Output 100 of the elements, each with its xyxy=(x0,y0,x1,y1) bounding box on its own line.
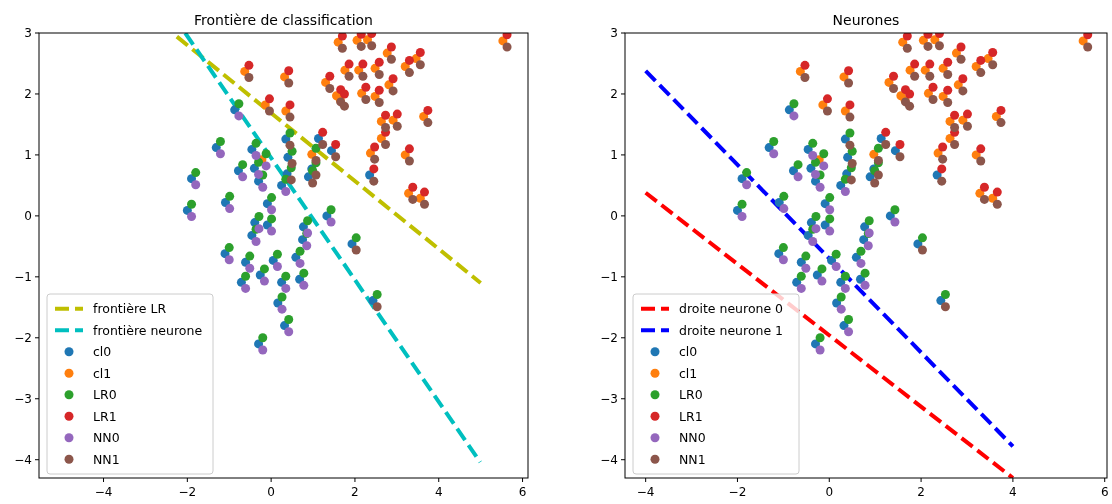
point xyxy=(928,94,938,104)
point xyxy=(962,109,972,119)
point xyxy=(337,33,347,41)
point xyxy=(420,199,429,209)
point xyxy=(267,193,277,203)
y-tick-label: −1 xyxy=(600,269,618,284)
point xyxy=(361,82,371,92)
y-tick-label: −1 xyxy=(14,269,32,284)
point xyxy=(856,258,866,268)
legend-label: LR1 xyxy=(679,408,703,424)
point xyxy=(845,140,855,150)
point xyxy=(825,226,835,236)
point xyxy=(976,68,986,78)
y-tick-label: 0 xyxy=(610,208,618,223)
point xyxy=(238,172,248,182)
point xyxy=(840,186,850,196)
point xyxy=(299,280,309,290)
point xyxy=(339,101,349,111)
point xyxy=(251,138,261,148)
point xyxy=(258,182,268,192)
point xyxy=(940,290,950,300)
point xyxy=(817,264,827,274)
point xyxy=(737,211,747,221)
point xyxy=(988,48,998,58)
point xyxy=(386,42,396,52)
x-tick-label: −2 xyxy=(728,485,747,499)
y-tick-label: 3 xyxy=(24,26,32,40)
point xyxy=(801,263,811,273)
point xyxy=(845,128,855,138)
point xyxy=(937,176,947,186)
point xyxy=(344,71,354,81)
point xyxy=(404,55,414,65)
point xyxy=(277,304,287,314)
point xyxy=(259,264,269,274)
point xyxy=(215,149,225,159)
point xyxy=(800,73,810,82)
point xyxy=(372,290,382,300)
x-tick-label: 2 xyxy=(351,485,359,499)
y-tick-label: −4 xyxy=(600,452,618,467)
point xyxy=(831,261,841,271)
point xyxy=(258,345,268,355)
point xyxy=(988,60,998,70)
point xyxy=(950,140,960,150)
legend-label: droite neurone 0 xyxy=(679,301,784,317)
point xyxy=(267,226,277,236)
legend-label: NN1 xyxy=(93,451,120,467)
point xyxy=(925,59,935,69)
point xyxy=(793,160,803,170)
point xyxy=(351,245,361,255)
point xyxy=(374,85,384,95)
point xyxy=(408,194,418,204)
point xyxy=(796,283,806,293)
point xyxy=(372,302,382,312)
point xyxy=(261,161,271,171)
x-tick-label: 0 xyxy=(825,485,834,499)
point xyxy=(789,111,799,121)
point xyxy=(825,205,835,215)
point xyxy=(895,140,905,150)
point xyxy=(381,122,391,132)
point xyxy=(318,127,328,137)
point xyxy=(388,86,398,96)
point xyxy=(822,94,832,104)
point xyxy=(234,99,244,109)
legend-label: cl1 xyxy=(679,365,698,381)
point xyxy=(847,158,857,168)
point xyxy=(370,154,380,164)
point xyxy=(811,211,821,221)
point xyxy=(245,263,255,273)
point xyxy=(938,142,948,152)
point xyxy=(370,142,380,152)
point xyxy=(889,71,899,81)
point xyxy=(191,168,201,178)
x-tick-label: −4 xyxy=(636,485,655,499)
point xyxy=(286,175,296,185)
point xyxy=(261,149,271,159)
point xyxy=(870,178,880,188)
point xyxy=(423,105,433,115)
point xyxy=(381,140,391,150)
point xyxy=(251,236,261,246)
point xyxy=(277,292,287,302)
point xyxy=(938,154,948,164)
point xyxy=(808,138,818,148)
point xyxy=(284,78,294,88)
point xyxy=(769,137,779,147)
y-tick-label: 2 xyxy=(24,86,32,101)
y-tick-label: −2 xyxy=(600,330,618,345)
point xyxy=(415,60,425,70)
point xyxy=(358,71,368,81)
point xyxy=(815,345,825,355)
point xyxy=(917,233,927,243)
point xyxy=(925,71,935,81)
point xyxy=(344,59,354,69)
point xyxy=(287,158,297,168)
point xyxy=(996,105,1006,115)
point xyxy=(836,304,846,314)
point xyxy=(264,94,274,104)
point xyxy=(331,140,341,150)
point xyxy=(386,54,396,64)
point xyxy=(238,160,248,170)
x-tick-label: 4 xyxy=(434,485,443,499)
